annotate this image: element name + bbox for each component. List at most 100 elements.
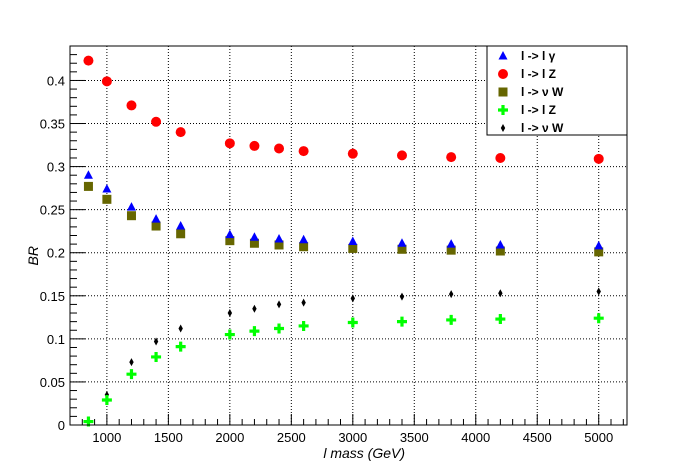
data-point	[83, 55, 94, 66]
data-point	[276, 300, 282, 309]
legend-box	[486, 45, 628, 136]
data-point	[249, 238, 259, 248]
data-point	[151, 116, 162, 127]
data-point	[175, 341, 186, 352]
data-point	[347, 317, 358, 328]
x-axis: 1000 1500 2000 2500 3000 3500 4000 4500 5000	[81, 414, 624, 445]
data-point	[396, 316, 407, 327]
data-point	[299, 234, 309, 244]
x-tick-label: 1500	[154, 430, 183, 445]
data-point	[596, 287, 601, 296]
data-point	[126, 202, 136, 211]
legend-marker	[498, 105, 508, 115]
grid-lines	[70, 46, 627, 425]
data-point	[399, 292, 405, 301]
data-point	[446, 152, 457, 163]
data-point	[151, 221, 161, 231]
data-point	[396, 150, 407, 161]
data-point	[495, 152, 506, 163]
data-point	[227, 309, 233, 318]
x-axis-title: l mass (GeV)	[323, 445, 405, 461]
y-tick-label: 0.2	[47, 246, 65, 261]
legend-label: l -> l Z	[521, 103, 556, 117]
data-point	[298, 320, 309, 331]
data-point	[446, 245, 456, 255]
data-point	[151, 351, 162, 362]
y-tick-label: 0.1	[47, 332, 65, 347]
data-point	[593, 313, 604, 324]
data-points	[83, 55, 604, 427]
data-point	[176, 229, 186, 239]
data-point	[347, 148, 358, 159]
legend: l -> l γ l -> l Z l -> ν W l -> l Z l -> ν W	[486, 45, 628, 136]
legend-marker	[500, 124, 506, 132]
legend-marker	[498, 69, 508, 79]
data-point	[126, 211, 136, 221]
y-tick-label: 0.25	[40, 203, 65, 218]
data-point	[126, 100, 137, 111]
y-tick-label: 0.15	[40, 289, 65, 304]
data-point	[153, 337, 159, 346]
data-point	[175, 127, 186, 138]
y-tick-label: 0.35	[40, 117, 65, 132]
x-tick-label: 2000	[215, 430, 244, 445]
data-point	[274, 143, 285, 154]
data-point	[249, 232, 259, 241]
data-point	[350, 294, 356, 303]
legend-marker	[498, 51, 508, 60]
data-point	[102, 194, 112, 204]
data-point	[176, 221, 186, 230]
x-tick-label: 4500	[523, 430, 552, 445]
data-point	[129, 358, 134, 367]
data-point	[102, 183, 112, 193]
data-point	[594, 240, 604, 250]
data-point	[274, 240, 284, 250]
data-point	[495, 314, 506, 325]
legend-label: l -> ν W	[521, 121, 564, 135]
y-tick-label: 0.05	[40, 375, 65, 390]
data-point	[83, 416, 94, 427]
x-tick-label: 3000	[338, 430, 367, 445]
legend-label: l -> l Z	[521, 67, 556, 81]
data-point	[446, 314, 457, 325]
data-point	[348, 236, 358, 246]
y-tick-label: 0	[58, 418, 65, 433]
data-point	[126, 369, 137, 380]
x-tick-label: 5000	[584, 430, 613, 445]
x-tick-label: 3500	[400, 430, 429, 445]
data-point	[498, 289, 503, 298]
data-point	[224, 329, 235, 340]
data-point	[83, 170, 93, 179]
series-2	[83, 55, 604, 164]
y-axis-title: BR	[25, 246, 41, 265]
series-4	[83, 313, 604, 427]
data-point	[249, 140, 260, 151]
data-point	[274, 233, 284, 243]
data-point	[446, 239, 456, 248]
legend-label: l -> ν W	[521, 85, 564, 99]
data-point	[225, 236, 235, 246]
data-point	[298, 146, 309, 157]
data-point	[101, 395, 112, 406]
y-tick-label: 0.4	[47, 73, 65, 88]
data-point	[178, 324, 183, 333]
series-1	[83, 170, 604, 250]
data-point	[252, 304, 257, 313]
series-3	[83, 181, 604, 257]
data-point	[593, 153, 604, 164]
series-5	[86, 287, 601, 426]
data-point	[225, 229, 235, 239]
data-point	[348, 243, 358, 253]
data-point	[224, 138, 235, 149]
legend-marker	[498, 87, 508, 97]
data-point	[151, 214, 161, 223]
data-point	[495, 239, 505, 249]
data-point	[274, 323, 285, 334]
data-point	[397, 244, 407, 254]
data-point	[299, 242, 309, 252]
x-tick-label: 2500	[277, 430, 306, 445]
x-tick-label: 4000	[461, 430, 490, 445]
data-point	[495, 246, 505, 256]
data-point	[83, 181, 93, 191]
